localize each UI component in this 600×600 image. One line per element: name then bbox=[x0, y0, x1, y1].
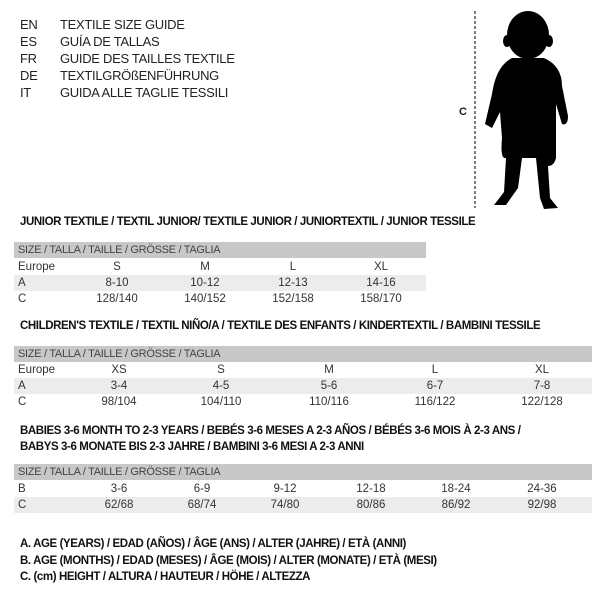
row-label: C bbox=[18, 293, 27, 305]
row-label: Europe bbox=[18, 261, 56, 273]
table-cell: XS bbox=[111, 364, 127, 376]
lang-title-de: TEXTILGRÖßENFÜHRUNG bbox=[60, 68, 219, 83]
legend-a: A. AGE (YEARS) / EDAD (AÑOS) / ÂGE (ANS)… bbox=[20, 538, 406, 550]
table-cell: 9-12 bbox=[273, 483, 297, 495]
legend-b: B. AGE (MONTHS) / EDAD (MESES) / ÂGE (MO… bbox=[20, 555, 437, 567]
table-cell: 140/152 bbox=[184, 293, 226, 305]
table-cell: 158/170 bbox=[360, 293, 402, 305]
row-label: A bbox=[18, 277, 26, 289]
row-label: C bbox=[18, 396, 27, 408]
lang-title-en: TEXTILE SIZE GUIDE bbox=[60, 17, 185, 32]
babies-table-header: SIZE / TALLA / TAILLE / GRÖSSE / TAGLIA bbox=[14, 464, 592, 480]
child-silhouette-icon bbox=[474, 11, 568, 209]
row-label: A bbox=[18, 380, 26, 392]
table-row: C 98/104 104/110 110/116 116/122 122/128 bbox=[14, 394, 592, 410]
row-label: Europe bbox=[18, 364, 56, 376]
children-table-header: SIZE / TALLA / TAILLE / GRÖSSE / TAGLIA bbox=[14, 346, 592, 362]
table-cell: L bbox=[289, 261, 297, 273]
table-row: Europe XS S M L XL bbox=[14, 362, 592, 378]
table-cell: XL bbox=[373, 261, 389, 273]
table-row: A 8-10 10-12 12-13 14-16 bbox=[14, 275, 426, 291]
legend-c: C. (cm) HEIGHT / ALTURA / HAUTEUR / HÖHE… bbox=[20, 571, 311, 583]
table-cell: 104/110 bbox=[200, 396, 242, 408]
table-cell: 86/92 bbox=[441, 499, 471, 511]
table-cell: 18-24 bbox=[441, 483, 471, 495]
table-cell: 116/122 bbox=[414, 396, 456, 408]
lang-code-es: ES bbox=[20, 34, 37, 49]
lang-code-it: IT bbox=[20, 85, 31, 100]
table-row: C 62/68 68/74 74/80 80/86 86/92 92/98 bbox=[14, 497, 592, 513]
table-cell: 12-13 bbox=[278, 277, 308, 289]
table-cell: 110/116 bbox=[309, 396, 349, 408]
table-row: Europe S M L XL bbox=[14, 259, 426, 275]
row-label: B bbox=[18, 483, 26, 495]
table-cell: 68/74 bbox=[187, 499, 217, 511]
lang-title-fr: GUIDE DES TAILLES TEXTILE bbox=[60, 51, 235, 66]
table-cell: 80/86 bbox=[356, 499, 386, 511]
table-cell: 122/128 bbox=[521, 396, 563, 408]
table-cell: 10-12 bbox=[190, 277, 220, 289]
table-row: C 128/140 140/152 152/158 158/170 bbox=[14, 291, 426, 307]
table-cell: 3-6 bbox=[110, 483, 128, 495]
lang-code-en: EN bbox=[20, 17, 38, 32]
table-cell: M bbox=[200, 261, 210, 273]
junior-table-title: JUNIOR TEXTILE / TEXTIL JUNIOR/ TEXTILE … bbox=[20, 216, 476, 228]
table-cell: 4-5 bbox=[212, 380, 230, 392]
table-cell: 12-18 bbox=[356, 483, 386, 495]
table-cell: 128/140 bbox=[96, 293, 138, 305]
table-cell: 5-6 bbox=[320, 380, 338, 392]
lang-code-fr: FR bbox=[20, 51, 37, 66]
row-label: C bbox=[18, 499, 27, 511]
table-cell: 8-10 bbox=[105, 277, 129, 289]
table-cell: 98/104 bbox=[101, 396, 137, 408]
table-row: B 3-6 6-9 9-12 12-18 18-24 24-36 bbox=[14, 481, 592, 497]
table-cell: 6-9 bbox=[193, 483, 211, 495]
table-cell: 152/158 bbox=[272, 293, 314, 305]
table-cell: 14-16 bbox=[366, 277, 396, 289]
lang-title-it: GUIDA ALLE TAGLIE TESSILI bbox=[60, 85, 229, 100]
lang-code-de: DE bbox=[20, 68, 38, 83]
junior-table-header: SIZE / TALLA / TAILLE / GRÖSSE / TAGLIA bbox=[14, 242, 426, 258]
child-silhouette bbox=[485, 11, 568, 209]
table-cell: L bbox=[431, 364, 439, 376]
table-cell: XL bbox=[534, 364, 550, 376]
table-cell: 62/68 bbox=[104, 499, 134, 511]
table-cell: 3-4 bbox=[110, 380, 128, 392]
table-cell: S bbox=[113, 261, 121, 273]
table-cell: M bbox=[324, 364, 334, 376]
table-cell: 74/80 bbox=[270, 499, 300, 511]
table-cell: 92/98 bbox=[527, 499, 557, 511]
table-cell: 6-7 bbox=[426, 380, 444, 392]
height-measure-label: C bbox=[459, 106, 467, 118]
children-table-title: CHILDREN'S TEXTILE / TEXTIL NIÑO/A / TEX… bbox=[20, 320, 541, 332]
babies-table-title-line1: BABIES 3-6 MONTH TO 2-3 YEARS / BEBÉS 3-… bbox=[20, 425, 521, 437]
table-cell: S bbox=[217, 364, 225, 376]
lang-title-es: GUÍA DE TALLAS bbox=[60, 34, 160, 49]
table-row: A 3-4 4-5 5-6 6-7 7-8 bbox=[14, 378, 592, 394]
babies-table-title-line2: BABYS 3-6 MONATE BIS 2-3 JAHRE / BAMBINI… bbox=[20, 441, 364, 453]
table-cell: 7-8 bbox=[533, 380, 551, 392]
table-cell: 24-36 bbox=[527, 483, 557, 495]
